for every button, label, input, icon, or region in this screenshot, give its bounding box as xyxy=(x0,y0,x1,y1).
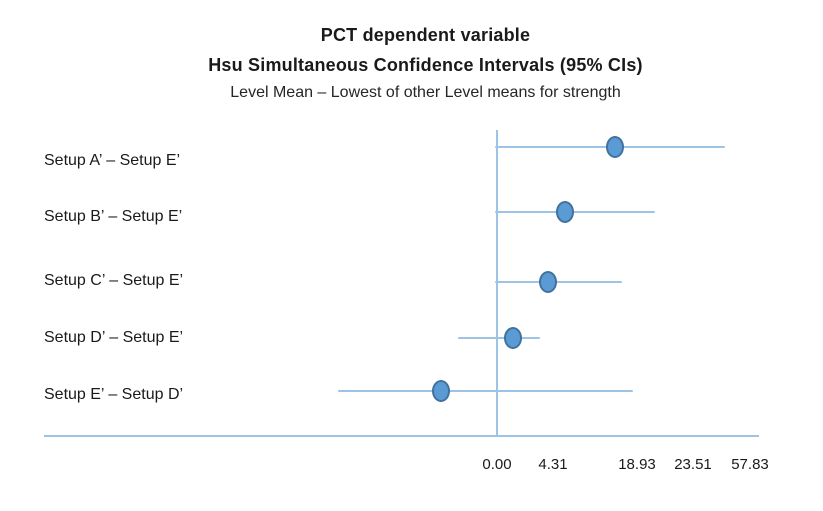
ci-point-marker xyxy=(504,327,522,349)
category-label: Setup C’ – Setup E’ xyxy=(44,272,184,289)
category-label: Setup B’ – Setup E’ xyxy=(44,208,183,225)
title-block: PCT dependent variable Hsu Simultaneous … xyxy=(28,20,823,106)
ci-point-marker xyxy=(606,136,624,158)
zero-reference-line xyxy=(496,130,498,436)
ci-interval-line xyxy=(495,281,622,283)
ci-interval-line xyxy=(458,337,540,339)
x-tick-label: 0.00 xyxy=(482,456,512,473)
chart-caption: Level Mean – Lowest of other Level means… xyxy=(230,84,621,101)
x-tick-label: 18.93 xyxy=(618,456,656,473)
x-tick-label: 57.83 xyxy=(731,456,769,473)
ci-point-marker xyxy=(539,271,557,293)
chart-title: PCT dependent variable xyxy=(320,25,531,45)
ci-interval-line xyxy=(495,211,655,213)
chart-subtitle: Hsu Simultaneous Confidence Intervals (9… xyxy=(208,55,643,75)
x-axis-line xyxy=(44,435,759,437)
x-tick-label: 4.31 xyxy=(538,456,568,473)
ci-point-marker xyxy=(556,201,574,223)
category-label: Setup D’ – Setup E’ xyxy=(44,329,184,346)
ci-point-marker xyxy=(432,380,450,402)
x-tick-label: 23.51 xyxy=(674,456,712,473)
category-label: Setup A’ – Setup E’ xyxy=(44,152,181,169)
ci-interval-line xyxy=(338,390,633,392)
category-label: Setup E’ – Setup D’ xyxy=(44,386,184,403)
